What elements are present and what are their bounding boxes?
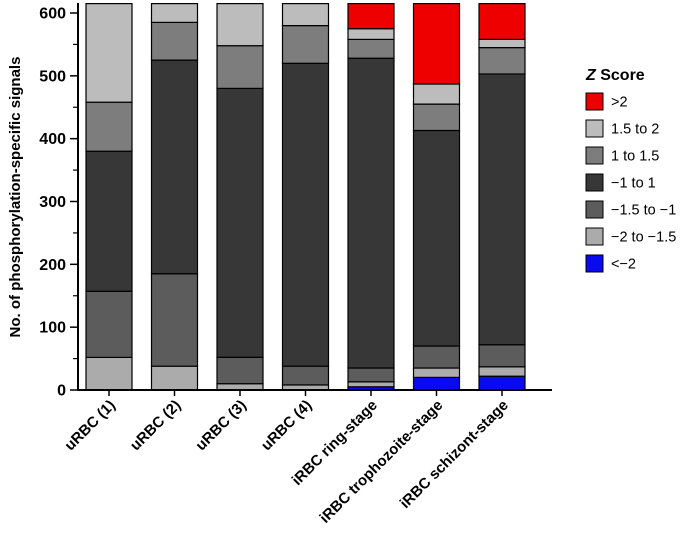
bar-segment xyxy=(412,129,461,347)
bar-segment xyxy=(478,344,526,368)
bar-segment xyxy=(347,57,395,369)
bar-segment xyxy=(85,356,133,391)
bar-segment xyxy=(150,21,199,61)
bars-group xyxy=(85,2,526,391)
legend-swatch xyxy=(585,173,604,192)
legend-swatch xyxy=(585,119,604,138)
legend-title-z: Z xyxy=(585,67,597,84)
x-category-label: iRBC schizont-stage xyxy=(397,397,512,512)
bar-segment xyxy=(478,46,526,75)
bar-segment xyxy=(216,2,264,47)
bar-segment xyxy=(281,62,330,367)
legend-swatch xyxy=(585,254,604,273)
legend-label: <−2 xyxy=(611,257,636,273)
bar-segment xyxy=(150,365,199,391)
x-category-label: uRBC (2) xyxy=(127,397,184,454)
y-tick-label: 400 xyxy=(39,131,66,148)
legend-title: Z Score xyxy=(585,67,645,84)
legend-label: >2 xyxy=(611,95,628,111)
y-tick-label: 300 xyxy=(39,194,66,211)
legend-swatch xyxy=(585,146,604,165)
y-tick-label: 200 xyxy=(39,257,66,274)
bar-segment xyxy=(478,73,526,346)
bar-segment xyxy=(85,101,133,152)
bar-segment xyxy=(216,87,264,358)
bar-segment xyxy=(412,345,461,369)
bar-segment xyxy=(347,2,395,30)
y-tick-label: 600 xyxy=(39,6,66,23)
legend-group: >2 1.5 to 2 1 to 1.5 −1 to 1 −1.5 to −1 −2 to… xyxy=(585,92,676,273)
bar-segment xyxy=(478,2,526,40)
bar-segment xyxy=(412,2,461,85)
bar-segment xyxy=(412,367,461,378)
bar-segment xyxy=(85,2,133,103)
bar-segment xyxy=(478,366,526,377)
legend-label: −1 to 1 xyxy=(611,176,656,192)
bar-segment xyxy=(281,2,330,27)
bar-segment xyxy=(412,376,461,391)
legend-label: −2 to −1.5 xyxy=(611,230,676,246)
bar-segment xyxy=(347,381,395,388)
x-category-label: uRBC (3) xyxy=(192,397,249,454)
bar-segment xyxy=(347,367,395,383)
legend-title-rest: Score xyxy=(596,67,645,84)
y-tick-label: 0 xyxy=(57,383,66,400)
y-tick-label: 100 xyxy=(39,320,66,337)
bar-segment xyxy=(216,356,264,385)
bar-segment xyxy=(412,103,461,132)
legend-swatch xyxy=(585,200,604,219)
bar-segment xyxy=(216,45,264,90)
bar-segment xyxy=(85,290,133,358)
bar-segment xyxy=(347,38,395,59)
bar-segment xyxy=(347,28,395,41)
x-category-label: iRBC trophozoite-stage xyxy=(316,397,446,527)
legend-label: 1.5 to 2 xyxy=(611,122,659,138)
x-category-label: uRBC (1) xyxy=(61,397,118,454)
bar-segment xyxy=(150,273,199,367)
legend-swatch xyxy=(585,92,604,111)
bar-segment xyxy=(150,2,199,23)
bar-segment xyxy=(478,38,526,49)
bar-segment xyxy=(478,375,526,391)
legend-swatch xyxy=(585,227,604,246)
bar-segment xyxy=(150,59,199,275)
bar-segment xyxy=(281,25,330,64)
legend-label: 1 to 1.5 xyxy=(611,149,659,165)
bar-segment xyxy=(281,365,330,386)
y-tick-label: 500 xyxy=(39,68,66,85)
bar-segment xyxy=(412,83,461,105)
legend-label: −1.5 to −1 xyxy=(611,203,676,219)
bar-segment xyxy=(85,150,133,292)
x-category-label: uRBC (4) xyxy=(258,397,315,454)
y-axis-title: No. of phosphorylation-specific signals xyxy=(7,57,24,338)
